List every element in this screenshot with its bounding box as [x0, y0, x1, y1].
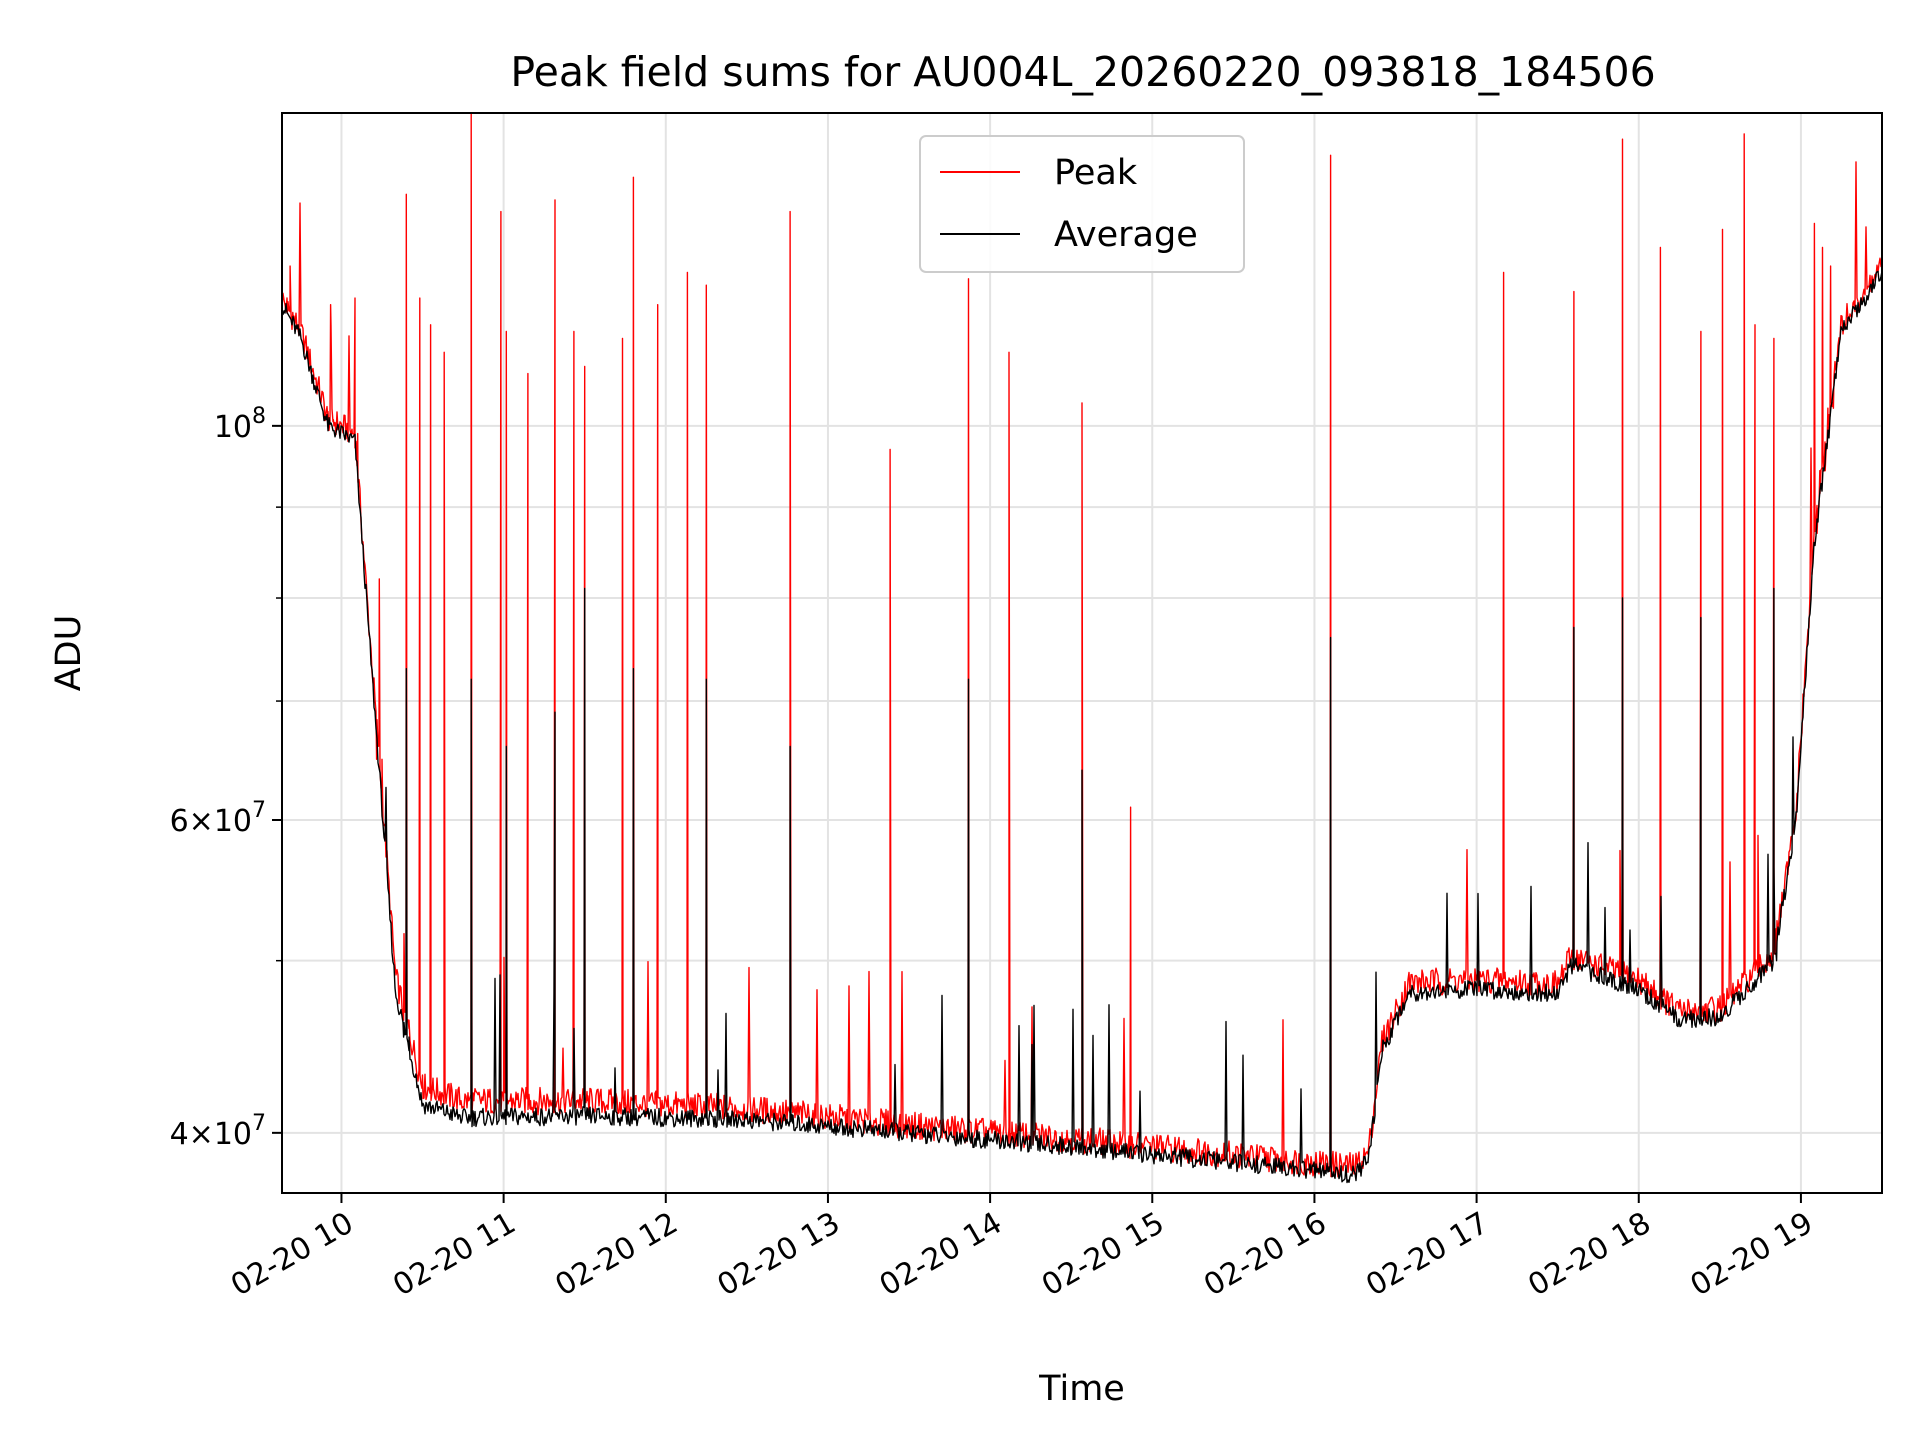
- x-axis-label: Time: [1038, 1369, 1125, 1409]
- legend-label-peak: Peak: [1054, 153, 1138, 193]
- series-line-peak: [282, 113, 1882, 1178]
- series: [282, 113, 1882, 1184]
- y-tick-label: 108: [214, 404, 266, 445]
- legend: Peak Average: [919, 135, 1245, 273]
- y-tick-label: 4×107: [170, 1111, 266, 1152]
- y-tick-label: 6×107: [170, 798, 266, 839]
- y-axis: 4×107 6×107 108: [170, 404, 282, 1152]
- y-axis-label: ADU: [49, 615, 89, 692]
- chart-title: Peak field sums for AU004L_20260220_0938…: [510, 48, 1655, 96]
- legend-box: [919, 135, 1245, 273]
- plot-area: [281, 112, 1883, 1194]
- series-line-average: [282, 270, 1882, 1184]
- legend-label-average: Average: [1054, 215, 1198, 255]
- plot-frame: [281, 112, 1883, 1194]
